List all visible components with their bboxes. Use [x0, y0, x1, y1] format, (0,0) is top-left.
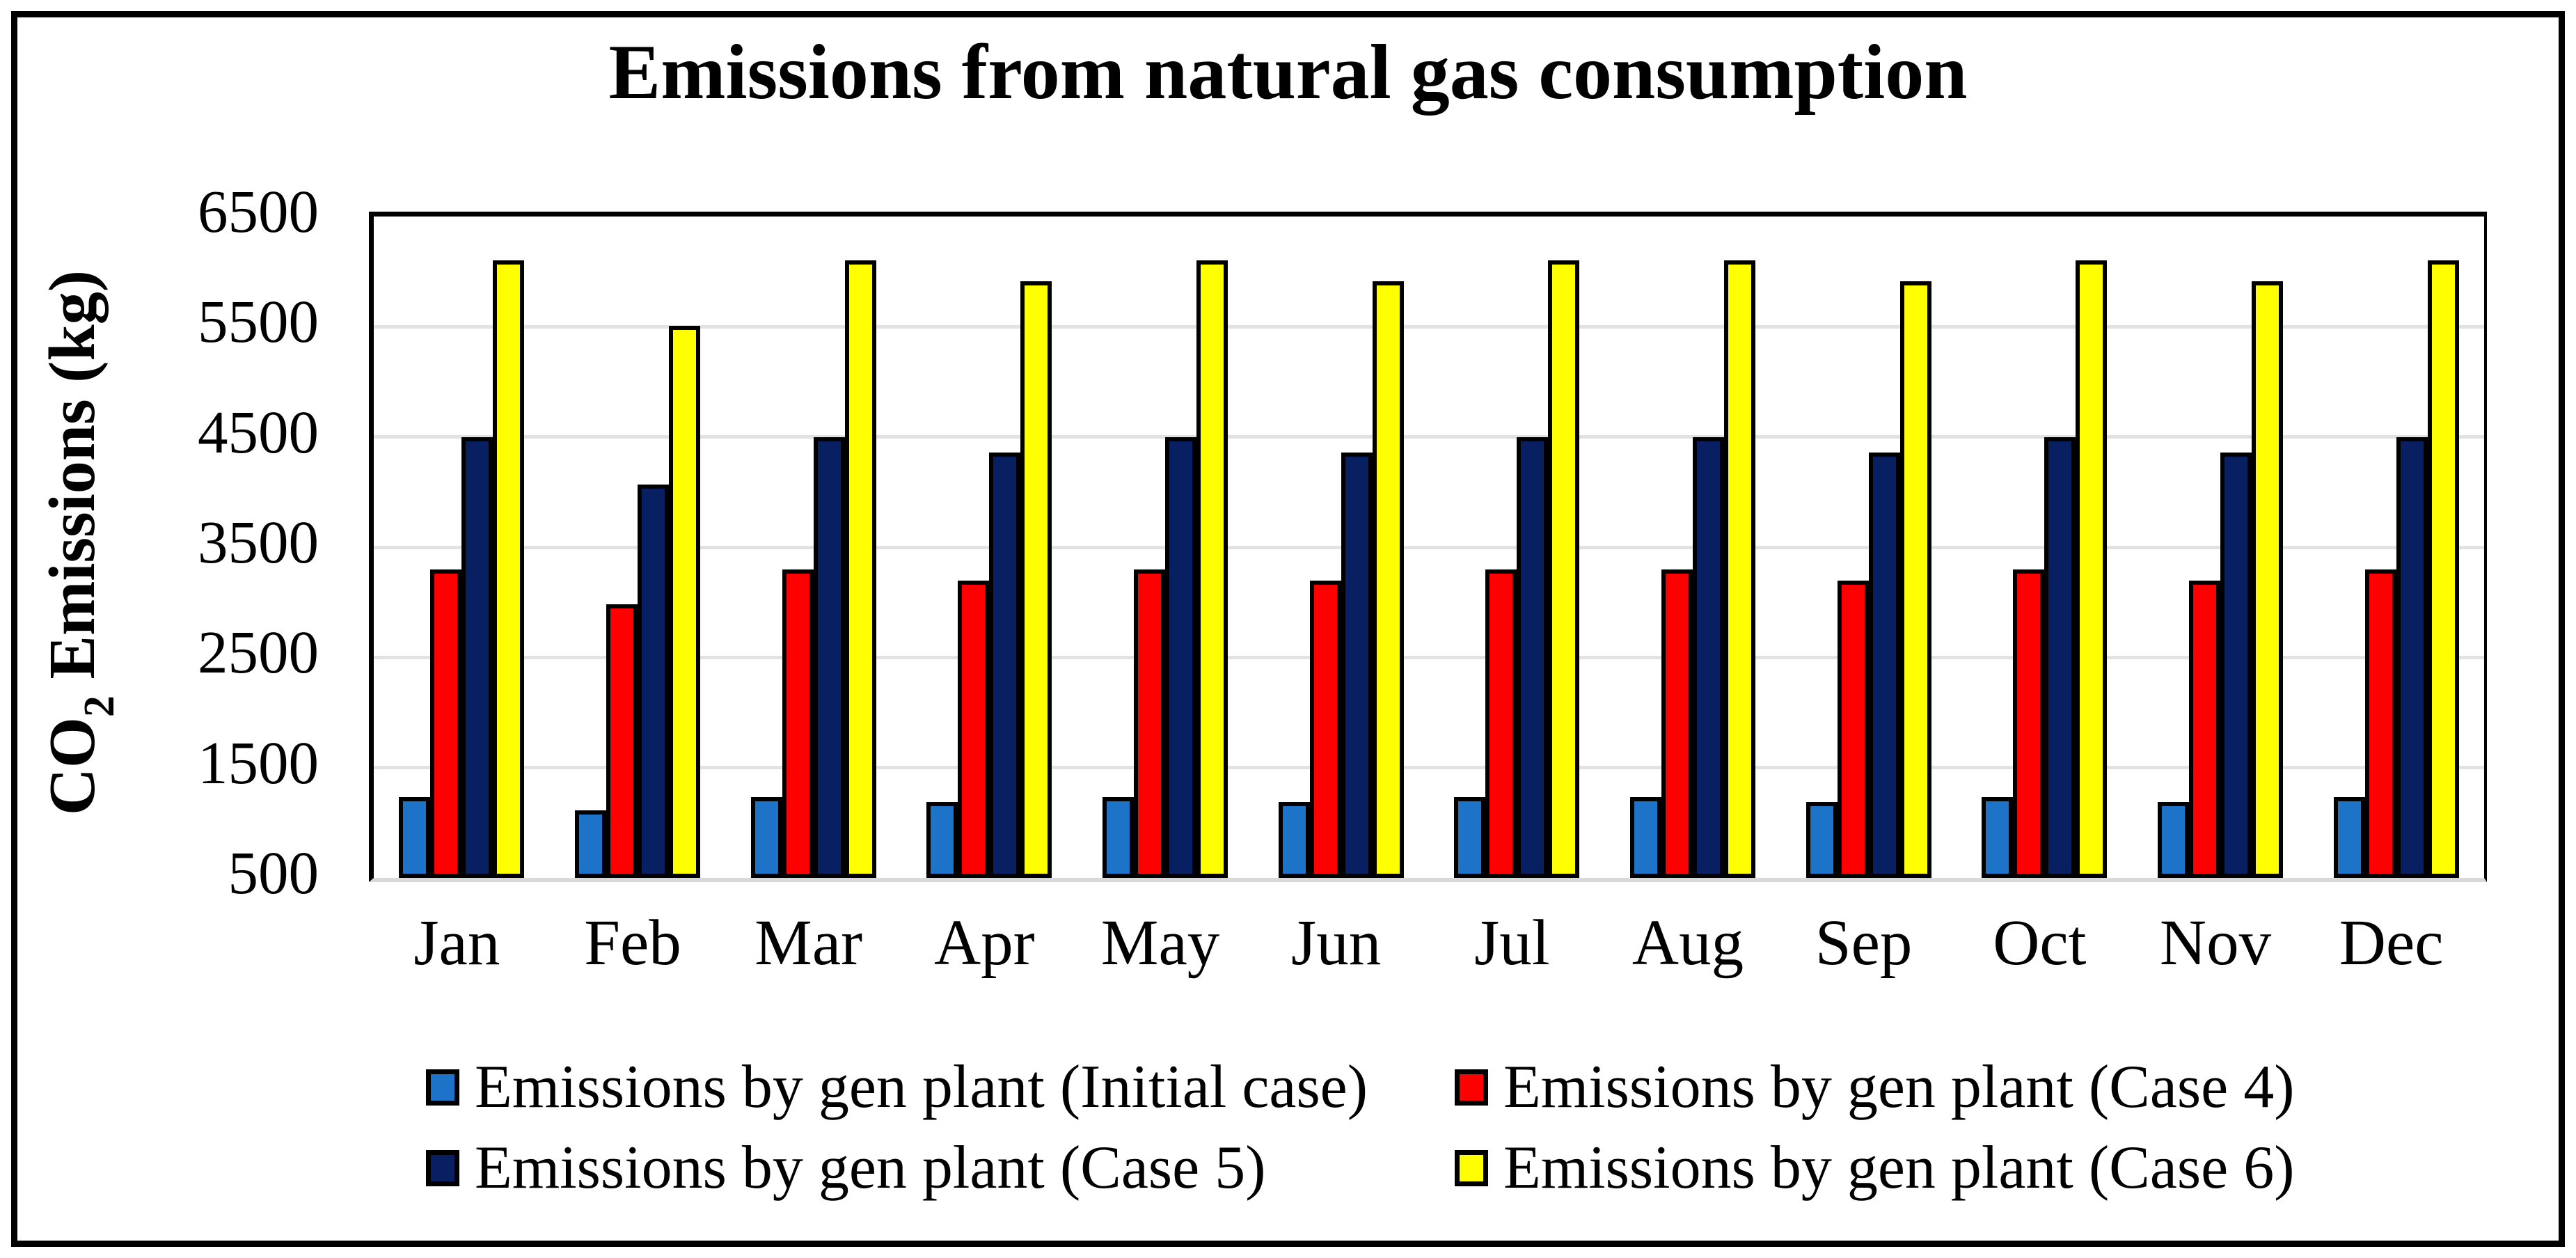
bar-aug-series1	[1630, 797, 1661, 878]
bar-nov-series3	[2220, 452, 2252, 878]
bar-jun-series1	[1278, 801, 1310, 878]
y-tick-label: 5500	[198, 288, 319, 356]
bar-dec-series4	[2427, 260, 2459, 878]
bar-oct-series1	[1982, 797, 2014, 878]
y-tick-label: 4500	[198, 398, 319, 466]
y-tick-label: 6500	[198, 178, 319, 245]
bar-feb-series3	[638, 484, 669, 878]
legend-label: Emissions by gen plant (Initial case)	[475, 1053, 1368, 1121]
bar-may-series1	[1103, 797, 1134, 878]
bar-apr-series1	[926, 801, 958, 878]
x-tick-label-jan: Jan	[413, 907, 500, 979]
x-tick-label-aug: Aug	[1631, 907, 1744, 979]
bar-may-series4	[1196, 260, 1228, 878]
chart-title: Emissions from natural gas consumption	[608, 29, 1968, 116]
bar-feb-series4	[669, 325, 700, 878]
x-tick-label-may: May	[1100, 907, 1220, 979]
bar-jan-series4	[493, 260, 525, 878]
y-tick-label: 1500	[198, 728, 319, 796]
legend-swatch-icon	[426, 1150, 459, 1186]
bar-feb-series1	[575, 810, 606, 878]
gridline	[374, 766, 2484, 770]
bar-jan-series1	[399, 797, 431, 878]
bar-mar-series4	[844, 260, 876, 878]
bar-apr-series2	[958, 580, 990, 878]
gridline	[374, 545, 2484, 549]
bar-nov-series2	[2189, 580, 2220, 878]
x-tick-label-dec: Dec	[2339, 907, 2444, 979]
x-tick-label-sep: Sep	[1815, 907, 1913, 979]
legend-label: Emissions by gen plant (Case 5)	[475, 1134, 1266, 1202]
bar-mar-series3	[813, 437, 845, 878]
bar-mar-series2	[782, 569, 814, 878]
bar-jan-series3	[461, 437, 493, 878]
bar-mar-series1	[750, 797, 782, 878]
legend-item-series1: Emissions by gen plant (Initial case)	[426, 1053, 1455, 1122]
bar-dec-series3	[2396, 437, 2428, 878]
gridline	[374, 435, 2484, 439]
plot-area	[369, 212, 2487, 882]
bar-aug-series3	[1693, 437, 1724, 878]
bar-nov-series1	[2158, 801, 2189, 878]
bar-apr-series4	[1020, 281, 1052, 878]
bar-dec-series2	[2364, 569, 2396, 878]
bar-apr-series3	[989, 452, 1021, 878]
legend-swatch-icon	[1455, 1069, 1488, 1106]
x-tick-label-jul: Jul	[1474, 907, 1550, 979]
x-tick-label-feb: Feb	[584, 907, 681, 979]
gridline	[374, 655, 2484, 659]
x-tick-label-jun: Jun	[1291, 907, 1382, 979]
x-tick-label-apr: Apr	[934, 907, 1035, 979]
bar-nov-series4	[2252, 281, 2283, 878]
legend: Emissions by gen plant (Initial case) Emi…	[426, 1053, 2295, 1203]
y-axis-tick-labels: 6500 5500 4500 3500 2500 1500 500	[0, 0, 319, 1258]
y-tick-label: 500	[228, 839, 319, 906]
bar-aug-series4	[1724, 260, 1755, 878]
bar-jul-series4	[1548, 260, 1580, 878]
bar-may-series2	[1134, 569, 1165, 878]
legend-label: Emissions by gen plant (Case 6)	[1503, 1134, 2295, 1202]
x-tick-label-mar: Mar	[754, 907, 863, 979]
x-tick-label-nov: Nov	[2159, 907, 2272, 979]
bar-jun-series3	[1341, 452, 1373, 878]
bar-sep-series3	[1868, 452, 1900, 878]
x-axis-tick-labels: Jan Feb Mar Apr May Jun Jul Aug Sep Oct Nov Dec	[369, 905, 2479, 996]
legend-item-series3: Emissions by gen plant (Case 5)	[426, 1133, 1455, 1203]
legend-swatch-icon	[426, 1069, 459, 1106]
bar-sep-series1	[1805, 801, 1838, 878]
legend-item-series4: Emissions by gen plant (Case 6)	[1455, 1133, 2295, 1203]
y-tick-label: 2500	[198, 618, 319, 686]
bar-jun-series2	[1309, 580, 1341, 878]
bar-feb-series2	[606, 604, 638, 878]
bar-aug-series2	[1661, 569, 1693, 878]
x-tick-label-oct: Oct	[1993, 907, 2087, 979]
bar-dec-series1	[2333, 797, 2365, 878]
bar-jan-series2	[430, 569, 462, 878]
legend-label: Emissions by gen plant (Case 4)	[1503, 1053, 2295, 1121]
bar-jul-series3	[1517, 437, 1549, 878]
legend-item-series2: Emissions by gen plant (Case 4)	[1455, 1053, 2295, 1122]
bar-jun-series4	[1372, 281, 1404, 878]
bar-jul-series1	[1454, 797, 1486, 878]
bar-oct-series4	[2076, 260, 2108, 878]
bar-oct-series3	[2044, 437, 2076, 878]
bar-sep-series2	[1837, 580, 1869, 878]
y-tick-label: 3500	[198, 508, 319, 576]
bar-sep-series4	[1899, 281, 1931, 878]
bar-may-series3	[1165, 437, 1196, 878]
bar-oct-series2	[2013, 569, 2045, 878]
gridline	[374, 324, 2484, 329]
legend-swatch-icon	[1455, 1150, 1488, 1186]
bar-jul-series2	[1485, 569, 1517, 878]
